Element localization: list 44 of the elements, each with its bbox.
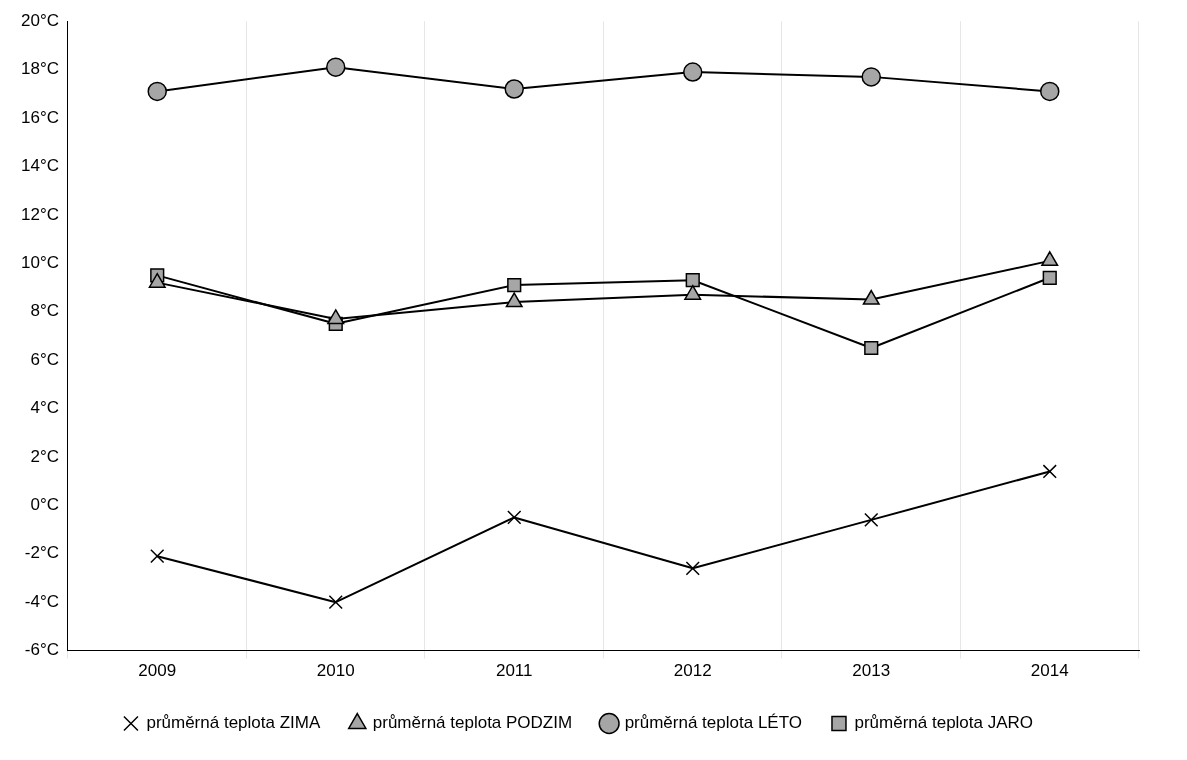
y-tick-label: -2°C	[24, 543, 59, 563]
x-tick-label: 2011	[495, 661, 533, 681]
point	[685, 273, 700, 288]
point	[327, 309, 345, 325]
point	[1041, 251, 1059, 267]
x-tick-label: 2009	[138, 661, 177, 681]
legend-label: průměrná teplota LÉTO	[624, 713, 802, 733]
y-tick-label: 8°C	[30, 301, 59, 321]
y-tick-label: 6°C	[30, 349, 59, 369]
point	[1040, 81, 1060, 102]
point	[685, 561, 700, 576]
y-tick-label: 20°C	[21, 10, 59, 30]
point	[864, 512, 879, 527]
y-tick-label: 14°C	[21, 156, 59, 176]
point	[1042, 464, 1057, 479]
x-tick-label: 2010	[316, 661, 355, 681]
legend-label: průměrná teplota JARO	[854, 713, 1034, 733]
point	[507, 510, 522, 525]
y-tick-label: 4°C	[30, 398, 59, 418]
x-tick-label: 2014	[1030, 661, 1069, 681]
point	[325, 57, 346, 77]
y-tick-label: 10°C	[21, 252, 59, 272]
point	[1042, 270, 1057, 285]
x-tick-label: 2012	[673, 661, 712, 681]
point	[147, 81, 167, 102]
y-tick-label: 12°C	[21, 204, 59, 224]
point	[861, 67, 881, 87]
point	[682, 62, 703, 82]
y-tick-label: 0°C	[30, 495, 59, 515]
point	[505, 292, 523, 308]
y-tick-label: 18°C	[21, 59, 59, 79]
point	[684, 285, 702, 300]
y-tick-label: 16°C	[21, 107, 59, 127]
legend-label: průměrná teplota PODZIM	[372, 713, 573, 733]
y-tick-label: -6°C	[24, 640, 59, 660]
x-tick-label: 2013	[852, 661, 891, 681]
y-tick-label: -4°C	[24, 591, 59, 611]
point	[864, 340, 879, 356]
point	[507, 277, 522, 293]
y-tick-label: 2°C	[30, 446, 59, 466]
point	[328, 595, 343, 610]
point	[504, 79, 524, 99]
legend-label: průměrná teplota ZIMA	[146, 713, 321, 733]
point	[150, 549, 165, 564]
